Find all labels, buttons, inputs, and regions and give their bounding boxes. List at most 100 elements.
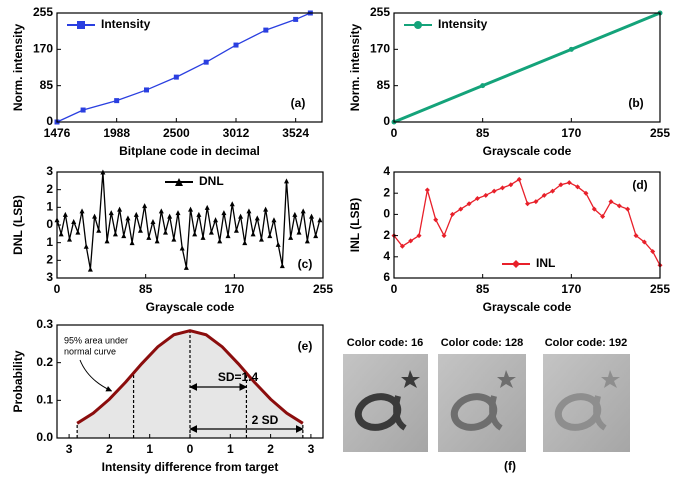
- data-point: [158, 208, 164, 214]
- x-tick-label: 255: [650, 126, 670, 140]
- data-point: [300, 208, 306, 214]
- annotation-arrow: [79, 359, 113, 392]
- data-point: [143, 87, 149, 93]
- x-tick-label: 1: [146, 442, 153, 456]
- data-point: [296, 229, 302, 235]
- data-point: [167, 213, 173, 219]
- chart-panel: 3 2 1 0 1 2 3 0.0 0.1 0.2 0.3 Intensity difference …: [11, 317, 324, 474]
- data-point: [58, 231, 64, 237]
- x-tick-label: 3: [66, 442, 73, 456]
- x-tick-label: 85: [476, 282, 490, 296]
- data-point: [293, 16, 299, 22]
- y-tick-label: 255: [33, 5, 53, 19]
- y-tick-label: 2: [383, 185, 390, 199]
- data-point: [288, 234, 294, 240]
- data-point: [525, 201, 531, 207]
- data-point: [441, 233, 447, 239]
- photo: [343, 354, 428, 452]
- data-point: [79, 208, 85, 214]
- y-tick-label: 2: [46, 182, 53, 196]
- data-point: [196, 211, 202, 217]
- plot-frame: [393, 12, 661, 123]
- data-point: [183, 264, 189, 270]
- data-line: [56, 12, 311, 123]
- data-point: [233, 42, 239, 48]
- data-point: [254, 215, 260, 221]
- y-tick-label: 1: [46, 200, 53, 214]
- data-point: [279, 263, 285, 269]
- x-tick-label: 0: [391, 126, 398, 140]
- data-point: [533, 199, 539, 205]
- data-point: [192, 231, 198, 237]
- x-tick-label: 3: [308, 442, 315, 456]
- legend-label: Intensity: [101, 17, 151, 31]
- photo-caption: Color code: 192: [545, 337, 628, 349]
- annotation: (e): [298, 339, 313, 353]
- data-point: [271, 217, 277, 223]
- x-tick-label: 170: [561, 282, 581, 296]
- annotation: (c): [298, 257, 313, 271]
- y-tick-label: 255: [370, 5, 390, 19]
- data-point: [204, 204, 210, 210]
- chart-panel: 1476 1988 2500 3012 3524 0 85 170 255 Bitplane co…: [11, 5, 323, 158]
- data-point: [399, 243, 405, 249]
- x-axis-label: Grayscale code: [483, 300, 572, 314]
- y-tick-label: 0.2: [36, 355, 53, 369]
- y-tick-label: 6: [383, 270, 390, 284]
- data-point: [121, 233, 127, 239]
- y-tick-label: 0: [46, 114, 53, 128]
- y-tick-label: 170: [370, 42, 390, 56]
- data-point: [217, 238, 223, 244]
- data-point: [114, 98, 120, 104]
- photo-caption: Color code: 16: [347, 337, 423, 349]
- data-point: [491, 188, 497, 194]
- data-point: [229, 201, 235, 207]
- y-axis-label: Norm. intensity: [11, 24, 25, 112]
- plot-frame: [393, 171, 661, 279]
- data-point: [263, 27, 269, 33]
- data-point: [263, 206, 269, 212]
- y-tick-label: 4: [383, 249, 390, 263]
- data-point: [416, 233, 422, 239]
- data-point: [558, 182, 564, 188]
- data-point: [250, 231, 256, 237]
- data-point: [309, 213, 315, 219]
- plot-frame: [56, 12, 323, 123]
- x-axis-label: Bitplane code in decimal: [119, 144, 260, 158]
- x-tick-label: 85: [139, 282, 153, 296]
- data-point: [83, 243, 89, 249]
- legend-label: DNL: [199, 174, 224, 188]
- data-point: [480, 83, 486, 89]
- data-point: [304, 238, 310, 244]
- y-tick-label: 4: [383, 164, 390, 178]
- data-point: [633, 233, 639, 239]
- x-tick-label: 3012: [223, 126, 250, 140]
- data-point: [221, 210, 227, 216]
- annotation: 2 SD: [252, 413, 279, 427]
- x-tick-label: 2: [267, 442, 274, 456]
- data-point: [458, 206, 464, 212]
- data-point: [71, 218, 77, 224]
- data-point: [275, 241, 281, 247]
- data-point: [171, 236, 177, 242]
- x-tick-label: 255: [313, 282, 333, 296]
- data-point: [408, 238, 414, 244]
- legend-marker: [512, 260, 520, 268]
- data-point: [129, 240, 135, 246]
- data-point: [424, 187, 430, 193]
- data-point: [317, 217, 323, 223]
- data-point: [242, 240, 248, 246]
- data-point: [213, 217, 219, 223]
- y-tick-label: 0: [383, 207, 390, 221]
- data-point: [117, 206, 123, 212]
- y-tick-label: 0.1: [36, 393, 53, 407]
- annotation: SD=1.4: [218, 370, 259, 384]
- legend-label: Intensity: [438, 17, 488, 31]
- x-tick-label: 85: [476, 126, 490, 140]
- data-line: [393, 178, 661, 266]
- data-point: [200, 234, 206, 240]
- data-point: [104, 238, 110, 244]
- annotation: (b): [628, 96, 643, 110]
- data-point: [92, 213, 98, 219]
